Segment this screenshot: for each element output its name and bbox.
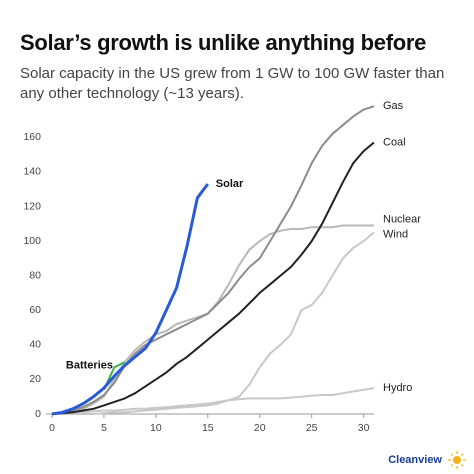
series-line xyxy=(51,105,375,415)
y-tick-label: 100 xyxy=(23,235,41,247)
y-tick-label: 140 xyxy=(23,166,41,178)
x-tick-label: 5 xyxy=(101,422,107,434)
series-label: Coal xyxy=(383,136,406,148)
chart-subtitle: Solar capacity in the US grew from 1 GW … xyxy=(20,65,445,102)
y-tick-label: 60 xyxy=(29,304,41,316)
series-line xyxy=(51,387,375,415)
x-tick-label: 0 xyxy=(49,422,55,434)
series-label: Gas xyxy=(383,100,404,112)
y-tick-label: 80 xyxy=(29,269,41,281)
series-line xyxy=(52,231,375,415)
y-tick-label: 120 xyxy=(23,200,41,212)
y-tick-label: 0 xyxy=(35,408,41,420)
x-tick-label: 20 xyxy=(254,422,266,434)
x-tick-label: 15 xyxy=(202,422,214,434)
footer-brand: Cleanview xyxy=(388,454,442,466)
series-label: Batteries xyxy=(66,360,113,372)
y-tick-label: 20 xyxy=(29,373,41,385)
series-line xyxy=(51,224,374,415)
chart-title: Solar’s growth is unlike anything before xyxy=(20,30,427,55)
sun-icon xyxy=(448,451,466,469)
series-line xyxy=(51,141,375,415)
series-label: Hydro xyxy=(383,382,412,394)
series-line xyxy=(51,183,209,416)
x-tick-label: 10 xyxy=(150,422,162,434)
series-label: Nuclear xyxy=(383,213,421,225)
x-tick-label: 25 xyxy=(306,422,318,434)
series-label: Wind xyxy=(383,228,408,240)
series-label: Solar xyxy=(216,178,244,190)
x-tick-label: 30 xyxy=(358,422,370,434)
y-tick-label: 40 xyxy=(29,339,41,351)
y-tick-label: 160 xyxy=(23,131,41,143)
